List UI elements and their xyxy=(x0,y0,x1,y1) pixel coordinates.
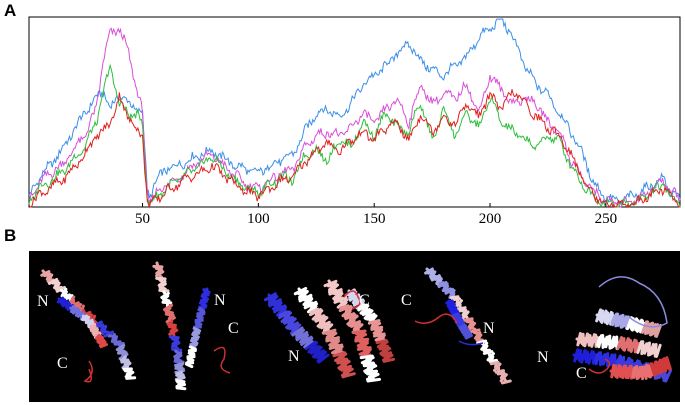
coil-structure-1 xyxy=(83,360,93,383)
helix-structure-5b xyxy=(575,332,662,358)
terminus-label: C xyxy=(359,292,370,309)
x-tick-label: 150 xyxy=(363,211,386,227)
helix-structure-1b xyxy=(56,296,108,349)
coil-structure-3 xyxy=(343,290,361,310)
panel-a-letter: A xyxy=(4,1,17,20)
helix-structure-2 xyxy=(152,261,187,391)
terminus-label: N xyxy=(537,349,549,366)
series-line xyxy=(28,89,680,209)
terminus-label: N xyxy=(483,320,495,337)
protein-structures-panel: N C N C C N C N N C xyxy=(29,251,680,402)
helix-structure-5a xyxy=(595,308,662,338)
panel-b-letter: B xyxy=(4,226,17,245)
line-chart: 50 100 150 200 250 xyxy=(28,16,681,227)
series-line xyxy=(28,27,681,208)
helix-structure-3c xyxy=(323,279,382,383)
helix-structure-4b xyxy=(445,299,473,340)
terminus-label: C xyxy=(401,292,412,309)
helix-structure-5d xyxy=(609,356,672,381)
coil-structure-4 xyxy=(414,313,458,324)
ribbon-structures xyxy=(40,261,673,391)
helix-structure-4a xyxy=(424,267,512,385)
helix-structure-3a xyxy=(263,292,330,364)
coil-structure-5b xyxy=(588,358,611,374)
terminus-label: N xyxy=(288,348,300,365)
terminus-label: C xyxy=(57,355,68,372)
helix-structure-3b xyxy=(293,286,356,379)
coil-structure-5 xyxy=(598,276,668,328)
x-tick-label: 200 xyxy=(479,211,502,227)
coil-structure-2 xyxy=(213,346,231,374)
x-tick-label: 250 xyxy=(595,211,618,227)
helix-structure-2b xyxy=(184,287,211,369)
x-tick-label: 50 xyxy=(135,211,150,227)
helix-structure-3d xyxy=(344,288,396,363)
terminus-label: C xyxy=(228,320,239,337)
x-tick-label: 100 xyxy=(247,211,270,227)
terminus-label: N xyxy=(214,292,226,309)
terminus-label: N xyxy=(37,293,49,310)
coil-structure-4b xyxy=(458,340,484,346)
terminus-label: C xyxy=(576,365,587,382)
